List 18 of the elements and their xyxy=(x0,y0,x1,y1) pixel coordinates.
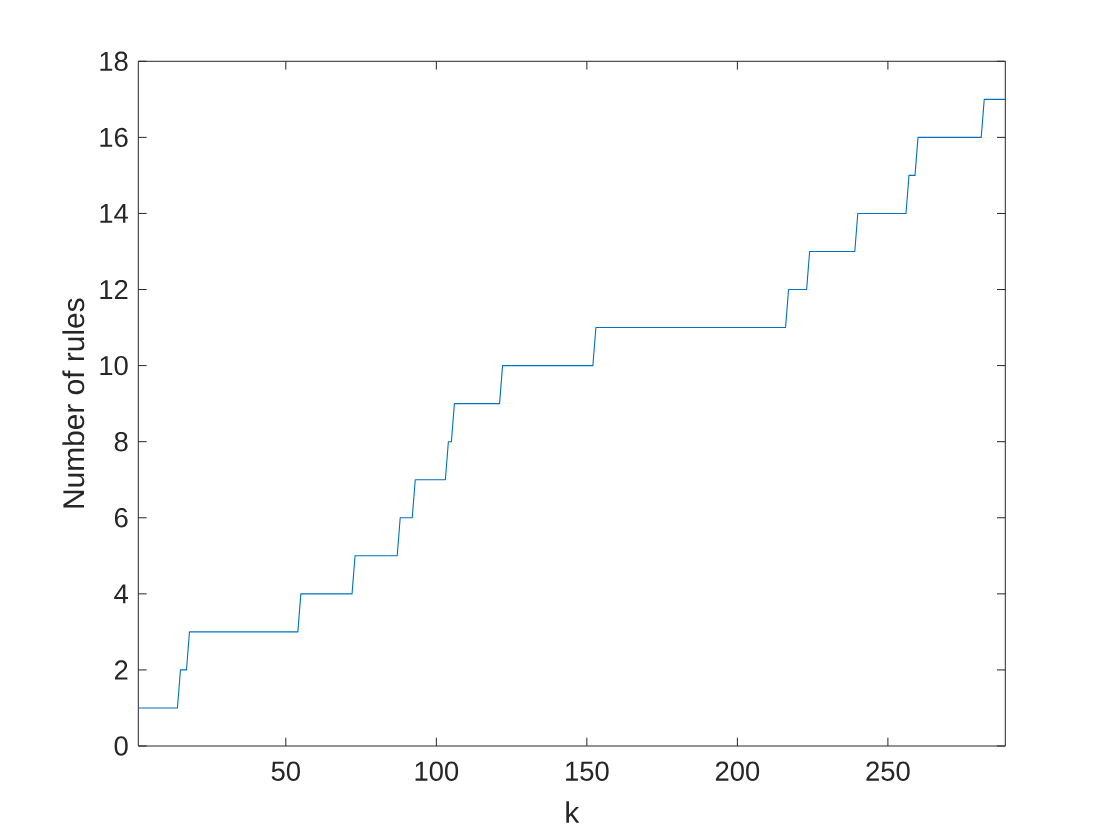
y-tick-label: 12 xyxy=(100,279,128,300)
y-tick-label: 16 xyxy=(100,127,128,148)
y-tick-label: 6 xyxy=(114,508,128,528)
y-tick-label: 0 xyxy=(114,736,128,756)
y-tick-label: 10 xyxy=(100,355,128,376)
x-tick-label: 250 xyxy=(866,761,910,781)
line-series xyxy=(138,98,1006,709)
x-tick-label: 100 xyxy=(415,761,459,781)
y-tick-label: 14 xyxy=(100,204,128,223)
x-tick-label: 50 xyxy=(271,761,300,781)
y-tick-label: 2 xyxy=(114,660,128,680)
x-tick-label: 200 xyxy=(715,761,760,781)
x-axis-title: k xyxy=(566,801,580,823)
y-tick-label: 4 xyxy=(114,584,128,604)
x-tick-label: 150 xyxy=(566,761,609,781)
y-tick-label: 8 xyxy=(114,431,128,452)
y-tick-label: 18 xyxy=(100,51,128,71)
y-axis-title: Number of rules xyxy=(62,298,85,508)
